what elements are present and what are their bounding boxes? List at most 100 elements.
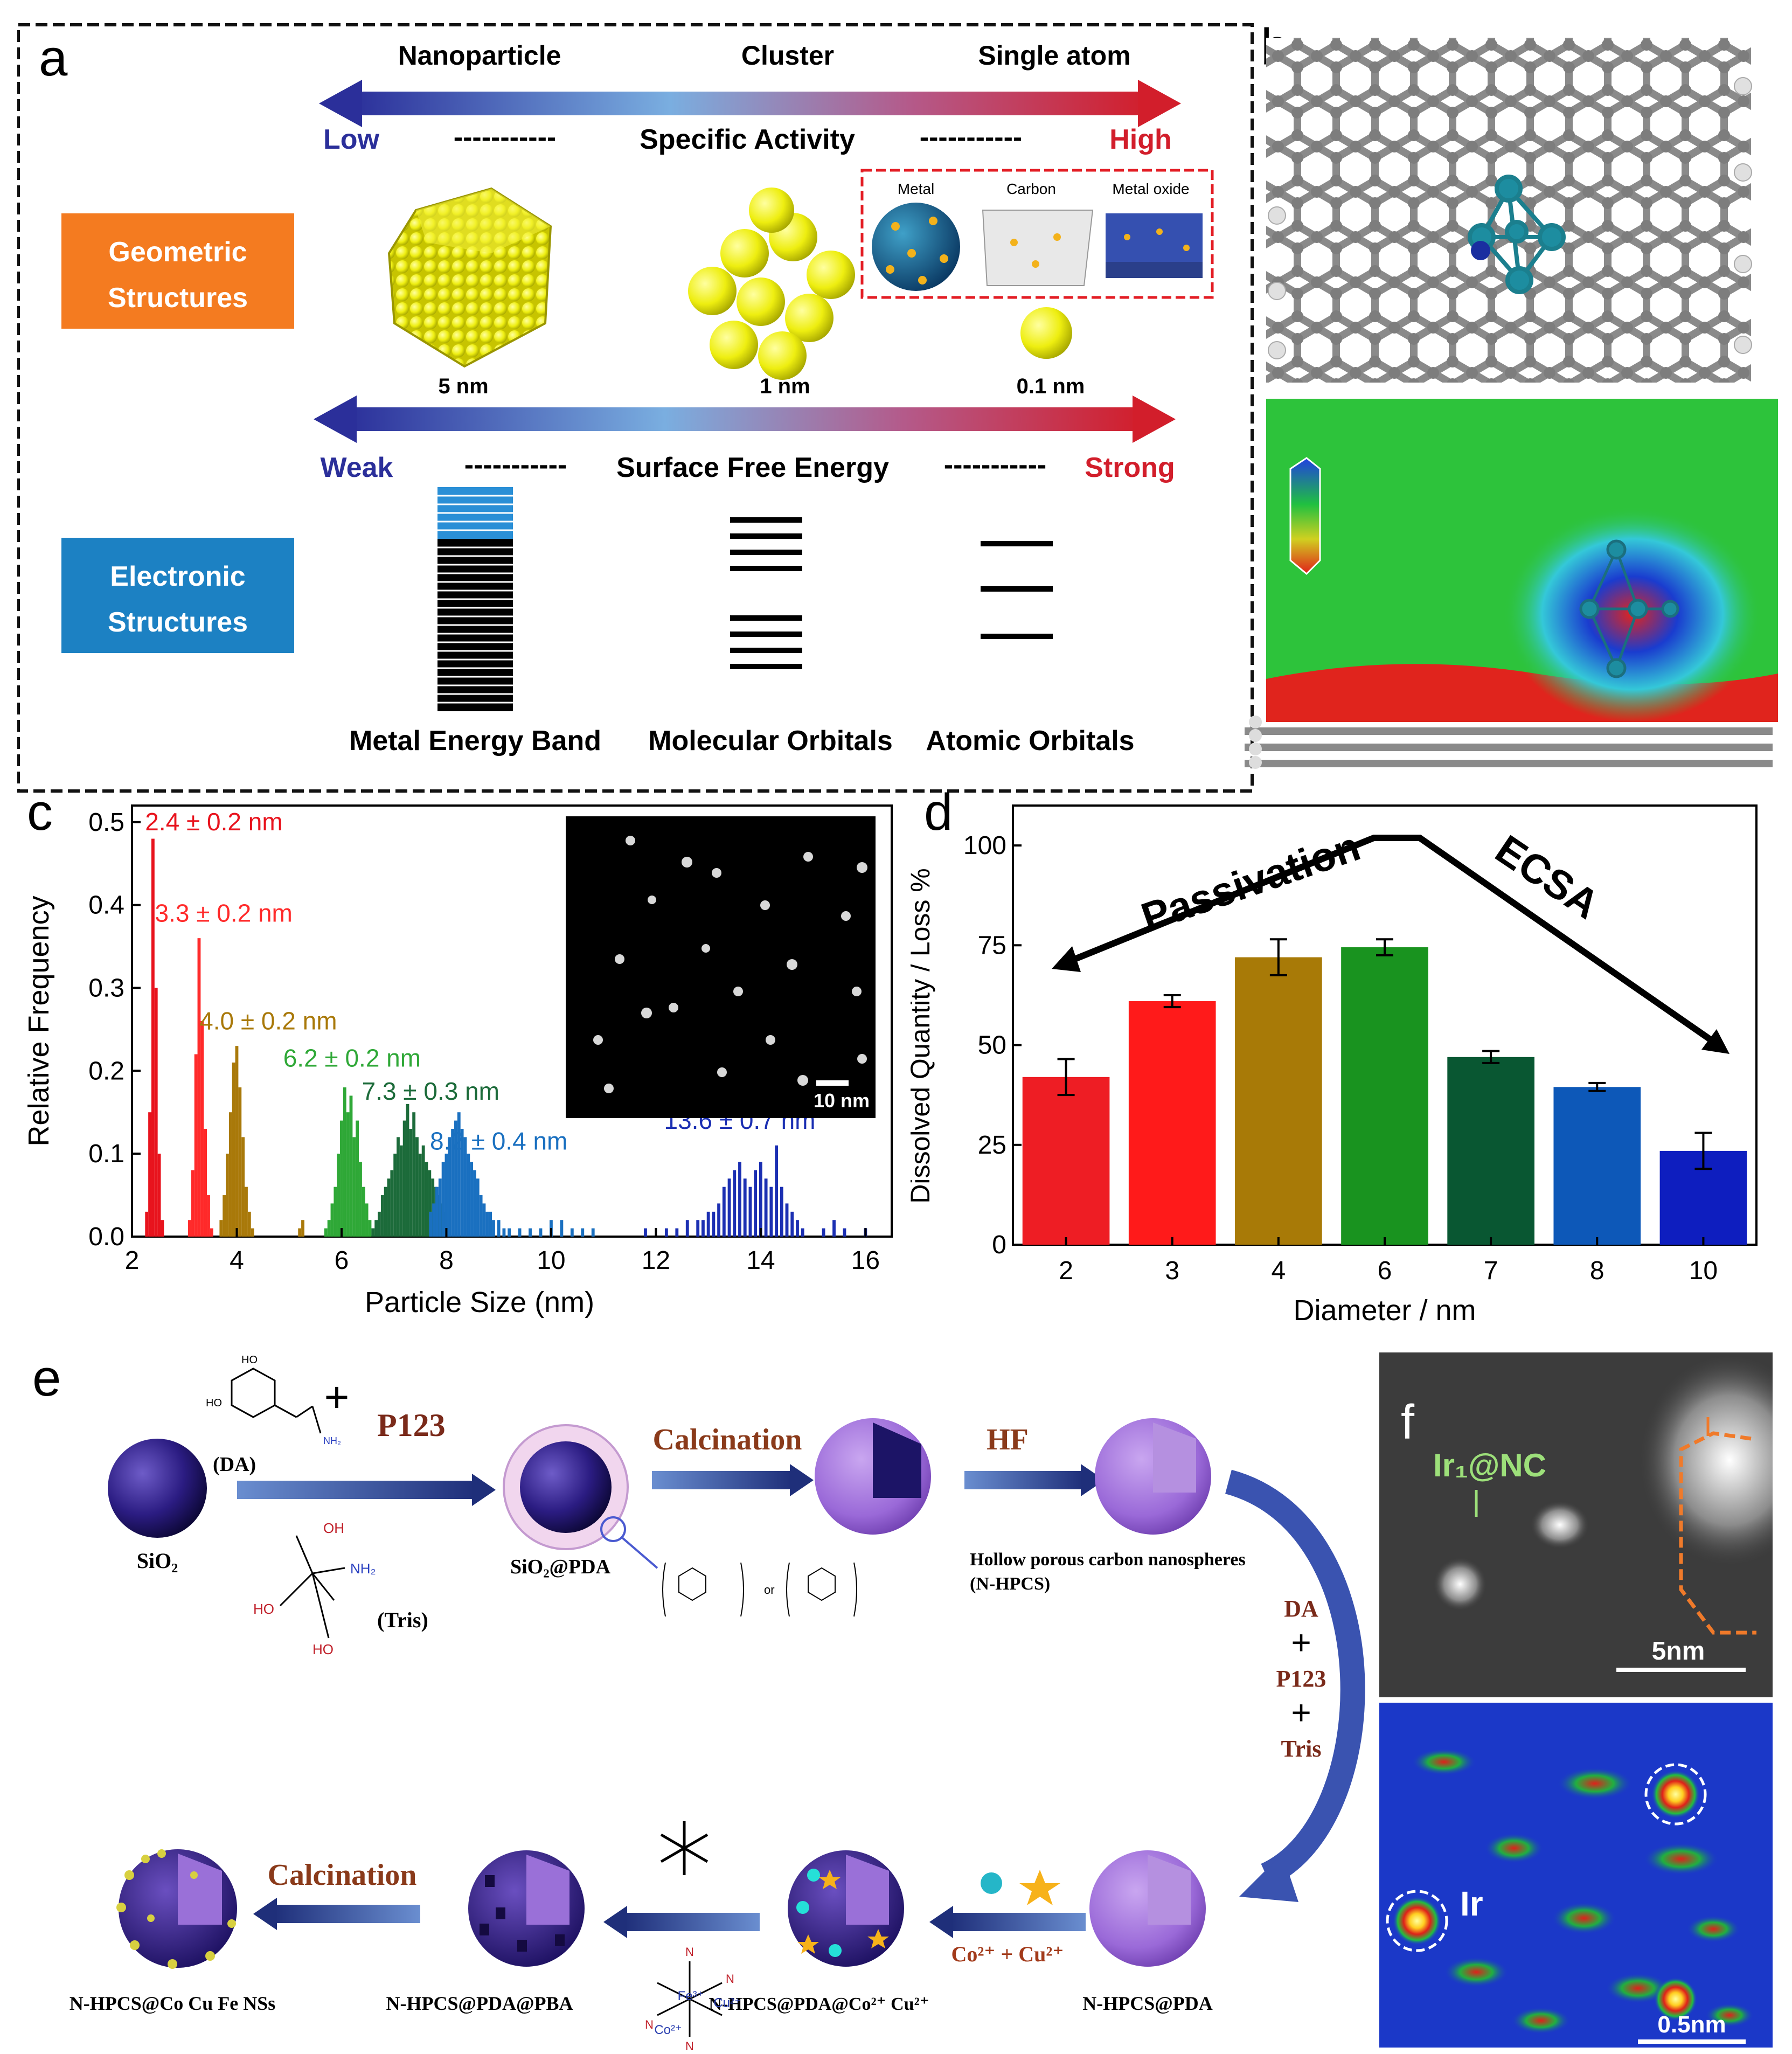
metal-cluster-octahedron <box>1468 175 1566 294</box>
hist-bar <box>368 1220 372 1237</box>
tris-nh2: NH₂ <box>350 1560 376 1577</box>
hist-bar <box>775 1145 778 1237</box>
activity-dash-left: ----------- <box>454 122 556 153</box>
final-nss-cut <box>178 1854 222 1925</box>
hist-bar <box>722 1186 726 1237</box>
hist-bar <box>399 1145 403 1237</box>
hist-bar <box>664 1228 668 1237</box>
hist-bar <box>301 1220 304 1237</box>
panel-f: f Ir₁@NC 5nm Ir 0.5nm <box>1379 1352 1773 2048</box>
x-tick-label: 3 <box>1165 1257 1179 1285</box>
nitrogen-atom <box>1471 241 1490 260</box>
support-box <box>860 169 1214 299</box>
hist-bar <box>204 1129 207 1237</box>
ligand-n-left: N <box>645 2018 654 2031</box>
hist-bar <box>232 1062 235 1237</box>
y-tick-label: 0.4 <box>88 891 124 920</box>
hist-bar <box>425 1162 428 1237</box>
energy-arrow <box>314 395 1176 443</box>
hist-bar <box>696 1220 700 1237</box>
cu-ion-label: Cu²⁺ <box>713 1996 741 2010</box>
hollow-sphere-cut <box>1153 1422 1196 1493</box>
error-bar <box>1482 1050 1500 1064</box>
hist-bar <box>470 1162 474 1237</box>
pda-or: or <box>764 1583 775 1597</box>
hist-bar <box>591 1228 595 1237</box>
hist-bar <box>769 1186 773 1237</box>
ir-atom-spot-1 <box>1651 1770 1700 1819</box>
hist-bar <box>448 1137 452 1237</box>
hist-bar <box>393 1154 397 1237</box>
calcination2-label: Calcination <box>268 1858 417 1892</box>
arrow-step7-shaft <box>275 1905 420 1923</box>
y-tick-label: 25 <box>978 1131 1006 1160</box>
ir-atom-circle-1 <box>1644 1763 1707 1826</box>
plus-sign-1: + <box>324 1373 350 1421</box>
y-tick-label: 0.1 <box>88 1140 124 1168</box>
metal-support <box>872 203 960 291</box>
panel-a: a Nanoparticle Cluster Single atom Low -… <box>17 23 1254 793</box>
hist-bar <box>441 1162 445 1237</box>
energy-dash-right: ----------- <box>944 449 1046 481</box>
y-axis-label: Relative Frequency <box>23 896 55 1146</box>
hist-bar <box>780 1186 783 1237</box>
hist-bar <box>334 1186 337 1237</box>
y-tick-label: 0.2 <box>88 1057 124 1085</box>
hist-bar <box>738 1162 741 1237</box>
hist-bar <box>241 1137 245 1237</box>
activity-arrow <box>319 80 1181 127</box>
ligand-n-top: N <box>685 1945 694 1959</box>
arrow-step2-head <box>790 1464 814 1496</box>
panel-e: e SiO₂ HO HO NH₂ + (DA) P123 OH NH₂ HO H… <box>32 1349 1365 2053</box>
hist-bar <box>194 1054 198 1237</box>
hist-bar <box>161 1220 164 1237</box>
hist-bar <box>151 838 155 1237</box>
da-oh-left: HO <box>206 1397 222 1409</box>
nanoparticle-illustration <box>387 187 552 368</box>
hist-bar <box>454 1120 457 1237</box>
sio2-pda-zoom-line <box>621 1537 658 1569</box>
hist-bar <box>327 1220 331 1237</box>
hist-bar <box>145 1211 149 1237</box>
haadf-particle-2 <box>1433 1557 1487 1611</box>
hist-bar <box>790 1211 794 1237</box>
arrow-step6-head <box>603 1906 627 1938</box>
geometric-line2: Structures <box>108 282 248 314</box>
hist-bar <box>429 1211 433 1237</box>
tris-ho-bottom: HO <box>312 1641 334 1657</box>
hist-bar <box>245 1186 248 1237</box>
hist-bar <box>785 1203 789 1237</box>
pda-co-cu-cut <box>846 1855 889 1925</box>
hist-bar <box>397 1137 400 1237</box>
hist-bar <box>402 1120 406 1237</box>
tris-structure <box>279 1535 345 1639</box>
panel-c-chart: c 2 4 6 8 10 12 14 16 0.0 0.1 0.2 0.3 0.4 0.5 Particle… <box>23 787 893 1319</box>
arrow-step7-head <box>253 1898 277 1930</box>
arrow-step1-shaft <box>237 1481 474 1499</box>
hist-bar <box>508 1228 511 1237</box>
hist-bar <box>247 1211 251 1237</box>
hpcs-pda-cut <box>1148 1855 1191 1925</box>
ir-atom-spot-2 <box>1393 1897 1441 1945</box>
final-nss-label: N-HPCS@Co Cu Fe NSs <box>70 1993 276 2014</box>
arrow-step2-shaft <box>652 1471 792 1489</box>
hist-bar <box>188 1220 191 1237</box>
hist-bar <box>518 1228 522 1237</box>
fe-ion-label: Fe³⁺ <box>678 1989 704 2003</box>
hist-bar <box>418 1154 422 1237</box>
hist-bar <box>822 1228 825 1237</box>
bar-4nm <box>1235 957 1322 1245</box>
error-bar <box>1269 938 1287 976</box>
ir-atom-spot-3 <box>1654 1977 1697 2021</box>
hist-bar <box>467 1154 470 1237</box>
panel-d-chart: d 2 3 4 6 7 8 10 0 25 50 75 100 Diameter / nm Dissol… <box>911 787 1758 1327</box>
arrow-step1-head <box>472 1474 496 1506</box>
series-label: 8.2 ± 0.4 nm <box>430 1127 567 1155</box>
y-axis-label: Dissolved Quantity / Loss % <box>911 868 935 1204</box>
hist-bar <box>157 1154 161 1237</box>
support-carbon-label: Carbon <box>1006 181 1056 197</box>
hist-bar <box>451 1129 455 1237</box>
hf-label: HF <box>987 1423 1029 1456</box>
hist-bar <box>298 1228 302 1237</box>
hpcs-line2: (N-HPCS) <box>970 1574 1050 1594</box>
